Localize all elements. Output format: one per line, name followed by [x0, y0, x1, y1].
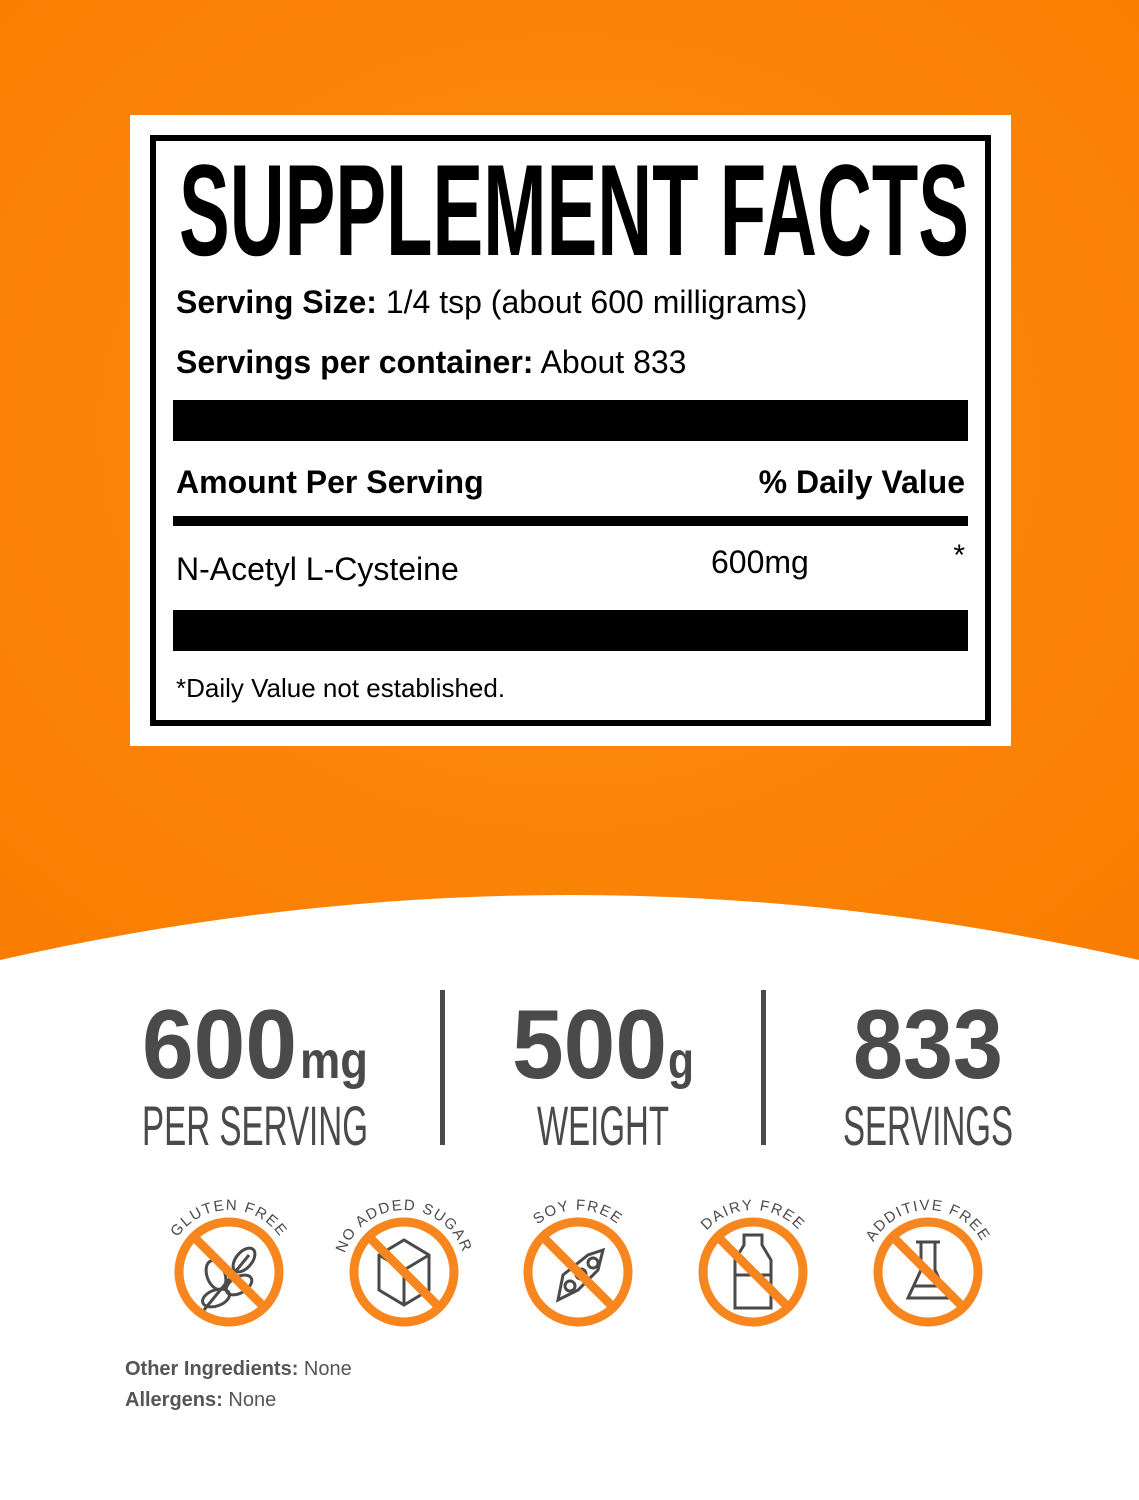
badge-gluten-free: GLUTEN FREE: [167, 1197, 289, 1327]
serving-size-value: 1/4 tsp (about 600 milligrams): [385, 284, 808, 320]
badge-soy-free: SOY FREE: [523, 1197, 633, 1327]
dv-header: % Daily Value: [758, 464, 965, 500]
allergens-value: None: [228, 1389, 277, 1411]
badge-no-added-sugar: NO ADDED SUGAR: [333, 1197, 474, 1327]
servings-value: About 833: [540, 344, 687, 380]
servings-label: Servings per container:: [176, 344, 534, 380]
header-divider: [173, 516, 968, 526]
stats-row: 600 mg PER SERVING 500 g WEIGHT 833 SERV…: [142, 990, 1013, 1157]
servings-per-container: Servings per container: About 833: [176, 343, 686, 381]
facts-title: SUPPLEMENT FACTS: [179, 141, 969, 271]
allergens-label: Allergens:: [125, 1389, 223, 1411]
badge-label: DAIRY FREE: [698, 1197, 807, 1234]
svg-text:DAIRY FREE: DAIRY FREE: [698, 1197, 809, 1234]
other-ingredients-value: None: [303, 1358, 352, 1380]
facts-title-wrap: SUPPLEMENT FACTS: [179, 141, 969, 271]
other-ingredients: Other Ingredients: None: [125, 1358, 352, 1381]
other-ingredients-label: Other Ingredients:: [125, 1358, 299, 1380]
facts-border: SUPPLEMENT FACTS Serving Size: 1/4 tsp (…: [150, 135, 991, 726]
serving-size: Serving Size: 1/4 tsp (about 600 milligr…: [176, 283, 807, 321]
stat-number-per-serving: 600: [142, 990, 297, 1099]
stat-label-weight: WEIGHT: [537, 1094, 669, 1157]
amount-header: Amount Per Serving: [176, 464, 484, 500]
allergens: Allergens: None: [125, 1389, 276, 1412]
badge-additive-free: ADDITIVE FREE: [862, 1197, 992, 1327]
badge-dairy-free: DAIRY FREE: [698, 1197, 809, 1327]
stat-label-per-serving: PER SERVING: [142, 1094, 368, 1157]
stat-number-weight: 500: [512, 990, 667, 1099]
footnote: *Daily Value not established.: [176, 673, 506, 703]
stat-unit-per-serving: mg: [300, 1032, 368, 1090]
ingredient-amount: 600mg: [711, 544, 809, 580]
supplement-facts-panel: SUPPLEMENT FACTS Serving Size: 1/4 tsp (…: [130, 115, 1011, 746]
stat-divider: [440, 990, 445, 1145]
stat-number-servings: 833: [853, 990, 1003, 1099]
thick-divider: [173, 610, 968, 651]
ingredient-name: N-Acetyl L-Cysteine: [176, 551, 459, 587]
serving-size-label: Serving Size:: [176, 284, 377, 320]
stat-divider: [761, 990, 766, 1145]
stat-unit-weight: g: [668, 1032, 694, 1090]
stat-label-servings: SERVINGS: [843, 1094, 1013, 1157]
ingredient-dv: *: [953, 539, 965, 572]
thick-divider: [173, 400, 968, 441]
